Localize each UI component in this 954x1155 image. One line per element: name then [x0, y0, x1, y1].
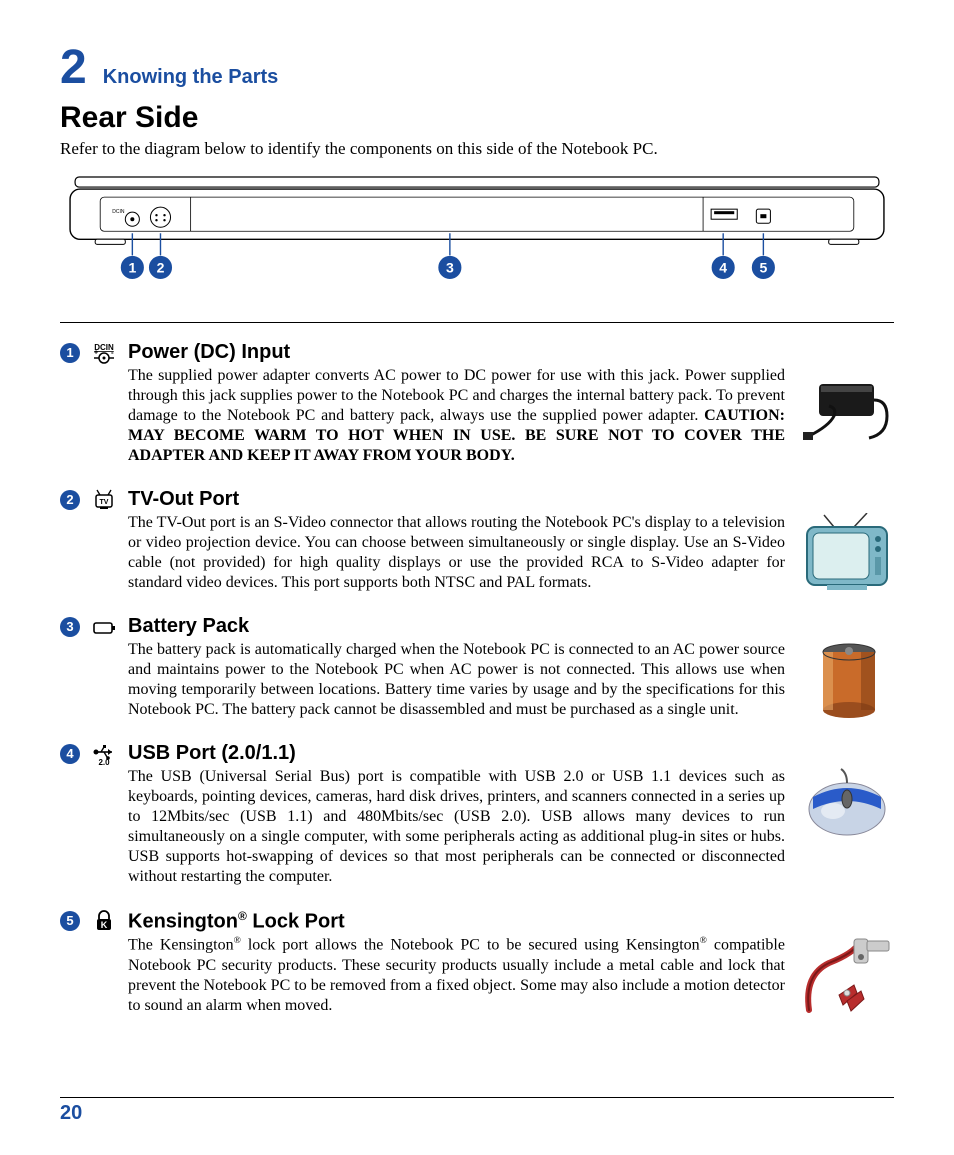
- item-description: The USB (Universal Serial Bus) port is c…: [128, 767, 785, 887]
- section-title: Rear Side: [60, 101, 894, 135]
- item-title: TV-Out Port: [128, 488, 894, 511]
- item-body: Power (DC) InputThe supplied power adapt…: [128, 341, 894, 466]
- svg-text:3: 3: [446, 259, 454, 275]
- item-description: The battery pack is automatically charge…: [128, 640, 785, 720]
- part-item: 5 K Kensington® Lock PortThe Kensington® l…: [60, 909, 894, 1016]
- item-number-badge: 5: [60, 911, 80, 931]
- item-description: The Kensington® lock port allows the Not…: [128, 935, 785, 1015]
- item-title: Kensington® Lock Port: [128, 909, 894, 934]
- svg-text:+: +: [94, 349, 98, 356]
- svg-text:TV: TV: [100, 499, 109, 506]
- svg-text:DCIN: DCIN: [112, 209, 125, 215]
- item-description: The TV-Out port is an S-Video connector …: [128, 513, 785, 593]
- item-body: Battery PackThe battery pack is automati…: [128, 615, 894, 720]
- chapter-title: Knowing the Parts: [103, 66, 279, 89]
- item-title: Power (DC) Input: [128, 341, 894, 364]
- adapter-illustration: [799, 366, 894, 446]
- parts-list: 1DCIN+-Power (DC) InputThe supplied powe…: [60, 341, 894, 1016]
- chapter-header: 2 Knowing the Parts: [60, 40, 894, 95]
- svg-text:-: -: [111, 348, 114, 357]
- item-body: TV-Out PortThe TV-Out port is an S-Video…: [128, 488, 894, 593]
- battery-illustration: [799, 640, 894, 720]
- mouse-illustration: [799, 767, 894, 847]
- item-number-badge: 4: [60, 744, 80, 764]
- item-number-badge: 1: [60, 343, 80, 363]
- svg-text:5: 5: [759, 259, 767, 275]
- page-number: 20: [60, 1102, 82, 1124]
- tvout-icon: TV: [90, 488, 118, 512]
- section-divider: [60, 322, 894, 323]
- item-body: Kensington® Lock PortThe Kensington® loc…: [128, 909, 894, 1016]
- svg-text:2: 2: [157, 259, 165, 275]
- svg-text:1: 1: [128, 259, 136, 275]
- item-number-badge: 2: [60, 490, 80, 510]
- part-item: 2 TV TV-Out PortThe TV-Out port is an S-Vi…: [60, 488, 894, 593]
- rear-side-diagram: DCIN 1 2 3 4 5: [60, 175, 894, 306]
- item-number-badge: 3: [60, 617, 80, 637]
- tv-illustration: [799, 513, 894, 593]
- part-item: 4 2.0 USB Port (2.0/1.1)The USB (Universal…: [60, 742, 894, 887]
- page-footer: 20: [60, 1097, 894, 1125]
- lock-icon: K: [90, 909, 118, 933]
- part-item: 3 Battery PackThe battery pack is automat…: [60, 615, 894, 720]
- svg-text:2.0: 2.0: [98, 758, 110, 766]
- laptop-rear-svg: DCIN 1 2 3 4 5: [60, 175, 894, 306]
- item-title: Battery Pack: [128, 615, 894, 638]
- svg-text:K: K: [101, 920, 108, 930]
- item-title: USB Port (2.0/1.1): [128, 742, 894, 765]
- usb-icon: 2.0: [90, 742, 118, 766]
- lock-illustration: [799, 935, 894, 1015]
- item-description: The supplied power adapter converts AC p…: [128, 366, 785, 466]
- chapter-number: 2: [60, 40, 87, 95]
- section-intro: Refer to the diagram below to identify t…: [60, 139, 894, 159]
- part-item: 1DCIN+-Power (DC) InputThe supplied powe…: [60, 341, 894, 466]
- dcin-icon: DCIN+-: [90, 341, 118, 365]
- item-body: USB Port (2.0/1.1)The USB (Universal Ser…: [128, 742, 894, 887]
- battery-icon: [90, 615, 118, 639]
- svg-text:4: 4: [719, 259, 727, 275]
